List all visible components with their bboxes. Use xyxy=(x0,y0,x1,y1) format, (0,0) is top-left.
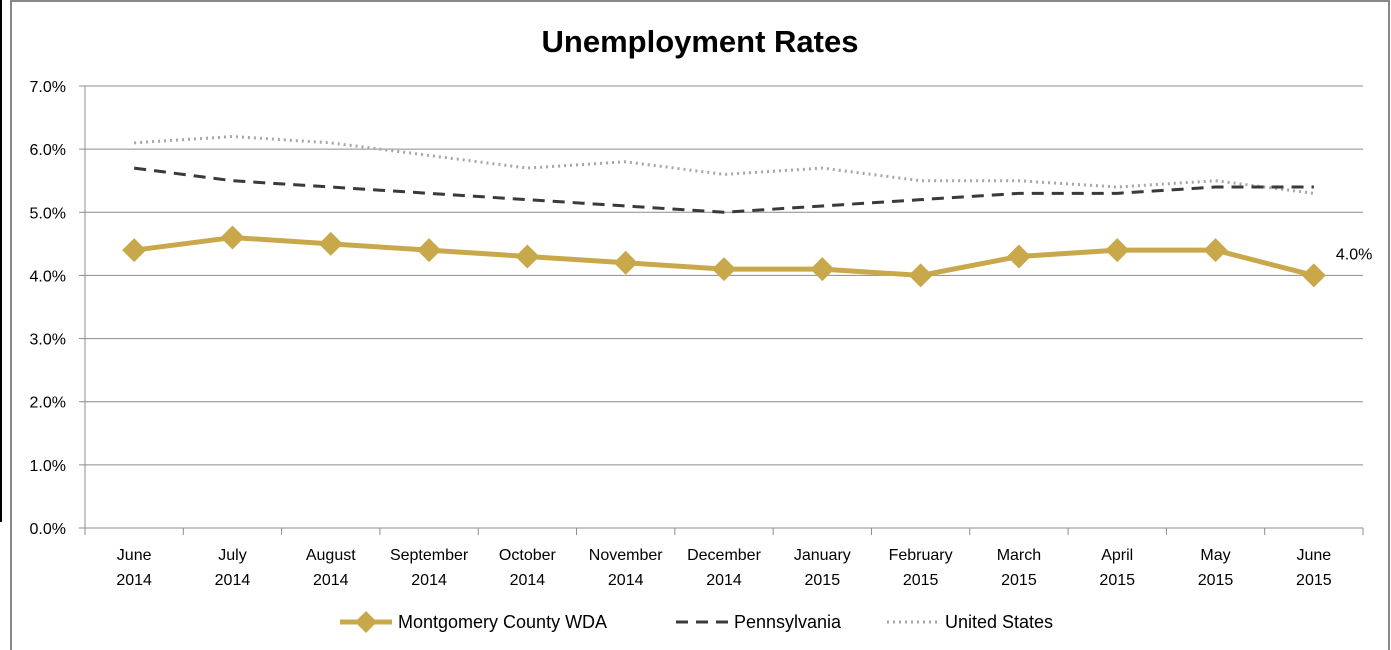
data-point-montgomery-county-wda xyxy=(908,263,933,288)
x-tick-label: December 2014 xyxy=(687,547,761,589)
x-tick-label: July 2014 xyxy=(215,547,251,589)
x-tick-label-line: 2015 xyxy=(1099,572,1135,589)
x-tick-label-line: 2015 xyxy=(1296,572,1332,589)
data-labels: 4.0% xyxy=(1336,246,1372,263)
legend-label: Montgomery County WDA xyxy=(398,612,607,632)
x-tick-label-line: February xyxy=(889,547,953,564)
chart-border xyxy=(10,0,1390,650)
data-point-montgomery-county-wda xyxy=(318,231,343,256)
x-tick-label-line: 2014 xyxy=(116,572,152,589)
x-tick-label-line: April xyxy=(1101,547,1133,564)
x-tick-label: February 2015 xyxy=(889,547,953,589)
data-point-montgomery-county-wda xyxy=(515,244,540,269)
x-tick-label-line: 2015 xyxy=(1198,572,1234,589)
x-tick-label-line: 2014 xyxy=(510,572,546,589)
x-tick-label-line: August xyxy=(306,547,356,564)
x-tick-label: January 2015 xyxy=(794,547,851,589)
x-tick-label-line: November xyxy=(589,547,663,564)
legend-item-montgomery-county-wda: Montgomery County WDA xyxy=(340,611,607,633)
y-tick-label: 6.0% xyxy=(30,142,66,159)
data-point-montgomery-county-wda xyxy=(1301,263,1326,288)
x-tick-label: March 2015 xyxy=(997,547,1041,589)
x-tick-label-line: 2014 xyxy=(608,572,644,589)
y-tick-label: 4.0% xyxy=(30,268,66,285)
data-point-montgomery-county-wda xyxy=(810,257,835,282)
x-tick-label: August 2014 xyxy=(306,547,356,589)
x-tick-label: September 2014 xyxy=(390,547,469,589)
y-tick-label: 7.0% xyxy=(30,79,66,96)
y-tick-label: 5.0% xyxy=(30,205,66,222)
y-tick-label: 0.0% xyxy=(30,521,66,538)
x-tick-label-line: 2014 xyxy=(706,572,742,589)
x-tick-label-line: September xyxy=(390,547,469,564)
x-tick-label-line: 2014 xyxy=(215,572,251,589)
x-tick-label-line: June xyxy=(1296,547,1331,564)
x-tick-label-line: December xyxy=(687,547,761,564)
legend-label: United States xyxy=(945,612,1053,632)
axes xyxy=(79,85,1364,535)
x-tick-label-line: 2014 xyxy=(411,572,447,589)
x-tick-label: June 2015 xyxy=(1296,547,1332,589)
x-tick-label-line: October xyxy=(499,547,557,564)
y-tick-label: 3.0% xyxy=(30,332,66,349)
y-axis-tick-labels: 0.0% 1.0% 2.0% 3.0% 4.0% 5.0% 6.0% 7.0% xyxy=(30,79,66,538)
x-tick-label-line: 2014 xyxy=(313,572,349,589)
x-tick-label-line: May xyxy=(1200,547,1230,564)
legend: Montgomery County WDA Pennsylvania United … xyxy=(340,611,1053,633)
x-tick-label-line: 2015 xyxy=(903,572,939,589)
y-tick-label: 1.0% xyxy=(30,458,66,475)
series-layer xyxy=(122,135,1326,288)
x-tick-label: April 2015 xyxy=(1099,547,1135,589)
legend-item-pennsylvania: Pennsylvania xyxy=(676,612,842,632)
x-tick-label-line: 2015 xyxy=(1001,572,1037,589)
data-point-montgomery-county-wda xyxy=(220,225,245,250)
data-point-montgomery-county-wda xyxy=(122,238,147,263)
x-tick-label: October 2014 xyxy=(499,547,557,589)
data-point-montgomery-county-wda xyxy=(1203,238,1228,263)
data-point-montgomery-county-wda xyxy=(712,257,736,282)
data-point-montgomery-county-wda xyxy=(1006,244,1031,269)
legend-swatch-marker xyxy=(355,611,377,633)
data-label: 4.0% xyxy=(1336,246,1372,263)
data-point-montgomery-county-wda xyxy=(1105,238,1130,263)
x-tick-label: June 2014 xyxy=(116,547,152,589)
x-tick-label: May 2015 xyxy=(1198,547,1234,589)
x-tick-label: November 2014 xyxy=(589,547,663,589)
y-tick-label: 2.0% xyxy=(30,395,66,412)
chart-title: Unemployment Rates xyxy=(542,24,859,59)
legend-item-united-states: United States xyxy=(887,612,1053,632)
x-tick-label-line: March xyxy=(997,547,1041,564)
x-tick-label-line: June xyxy=(117,547,152,564)
data-point-montgomery-county-wda xyxy=(613,250,638,275)
legend-label: Pennsylvania xyxy=(734,612,842,632)
data-point-montgomery-county-wda xyxy=(417,238,442,263)
x-tick-label-line: July xyxy=(218,547,246,564)
x-tick-label-line: January xyxy=(794,547,851,564)
x-tick-label-line: 2015 xyxy=(805,572,841,589)
series-line-pennsylvania xyxy=(133,166,1314,214)
